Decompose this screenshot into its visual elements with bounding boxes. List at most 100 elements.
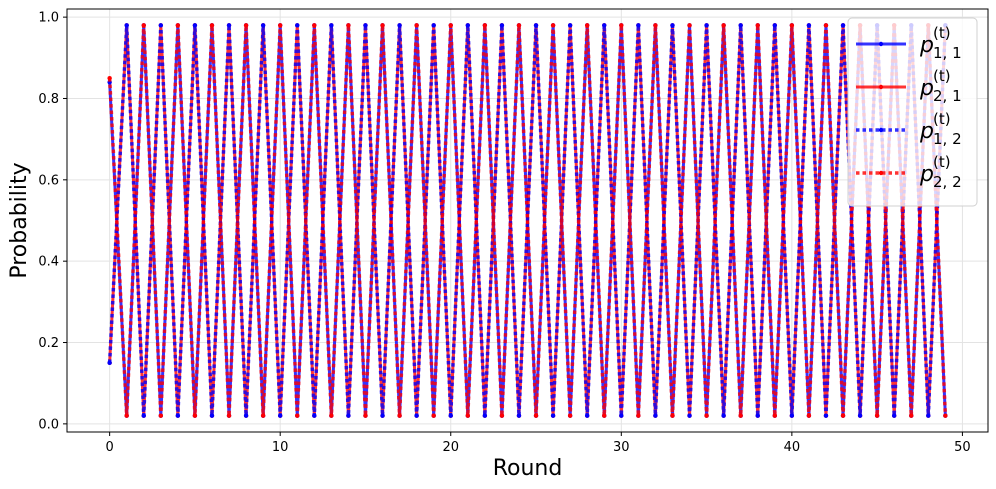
data-point <box>619 413 624 418</box>
y-axis-title: Probability <box>7 162 32 278</box>
x-tick-label: 50 <box>954 440 971 455</box>
legend-label-base: p <box>919 119 934 144</box>
data-point <box>687 413 692 418</box>
legend-label-sub: 2, 2 <box>933 173 962 191</box>
plot-frame <box>66 8 989 433</box>
data-point <box>431 23 436 28</box>
y-tick-label: 1.0 <box>38 11 59 26</box>
x-tick-label: 0 <box>105 440 113 455</box>
y-tick-label: 0.2 <box>38 336 59 351</box>
data-point <box>380 413 385 418</box>
data-point <box>192 413 198 418</box>
x-tick-label: 40 <box>784 440 801 455</box>
data-point <box>653 23 658 28</box>
data-point <box>533 413 539 418</box>
data-point <box>499 23 505 28</box>
data-point <box>550 413 556 418</box>
data-point <box>209 413 215 418</box>
legend-box <box>847 17 978 207</box>
data-point <box>346 413 351 418</box>
data-point <box>107 75 112 81</box>
legend: p (t)1, 1p (t)2, 1p (t)1, 2p (t)2, 2 <box>847 17 978 207</box>
data-point <box>789 23 795 28</box>
data-point <box>533 23 539 28</box>
data-point <box>772 413 778 418</box>
series-line-4 <box>107 23 948 418</box>
data-point <box>295 23 300 28</box>
data-point <box>926 413 931 418</box>
legend-marker <box>878 41 884 47</box>
data-point <box>704 413 709 418</box>
data-point <box>789 413 795 418</box>
legend-label-base: p <box>919 33 934 58</box>
data-point <box>943 413 948 418</box>
y-tick-label: 0.8 <box>38 92 59 107</box>
data-point <box>243 413 249 418</box>
legend-marker <box>878 170 884 176</box>
legend-label-base: p <box>919 162 934 187</box>
data-point <box>806 23 812 28</box>
data-point <box>329 23 334 28</box>
data-point <box>806 413 812 418</box>
data-point <box>567 413 573 418</box>
data-point <box>704 23 709 28</box>
data-point <box>277 23 283 28</box>
data-point <box>636 413 641 418</box>
data-point <box>619 23 624 28</box>
legend-label-base: p <box>919 76 934 101</box>
data-point <box>738 23 743 28</box>
data-point <box>295 413 300 418</box>
data-point <box>329 413 334 418</box>
y-tick-label: 0.6 <box>38 173 59 188</box>
data-point <box>516 413 522 418</box>
data-point <box>346 23 351 28</box>
data-point <box>516 23 522 28</box>
data-point <box>840 23 846 28</box>
data-point <box>602 23 607 28</box>
data-point <box>397 23 402 28</box>
data-point <box>840 413 846 418</box>
legend-label-sup: (t) <box>933 67 951 85</box>
data-point <box>277 413 283 418</box>
data-point <box>482 413 488 418</box>
data-point <box>175 413 181 418</box>
data-point <box>141 23 146 28</box>
legend-label-sub: 2, 1 <box>933 87 962 105</box>
data-point <box>738 413 743 418</box>
data-point <box>209 23 215 28</box>
data-point <box>107 360 112 366</box>
data-point <box>687 23 692 28</box>
data-point <box>772 23 778 28</box>
data-point <box>124 413 129 418</box>
data-point <box>584 23 590 28</box>
data-point <box>226 23 232 28</box>
data-point <box>448 23 453 28</box>
x-tick-label: 10 <box>272 440 289 455</box>
legend-label-sub: 1, 1 <box>933 44 962 62</box>
data-point <box>670 23 675 28</box>
data-point <box>874 413 880 418</box>
data-point <box>823 23 829 28</box>
data-point <box>312 23 317 28</box>
data-point <box>909 413 914 418</box>
x-tick-label: 20 <box>442 440 459 455</box>
legend-marker <box>878 127 884 133</box>
data-point <box>141 413 146 418</box>
y-tick-label: 0.4 <box>38 255 59 270</box>
data-point <box>550 23 556 28</box>
data-point <box>857 413 863 418</box>
legend-label-sup: (t) <box>933 153 951 171</box>
data-point <box>192 23 198 28</box>
data-point <box>363 413 368 418</box>
legend-label-sup: (t) <box>933 110 951 128</box>
data-point <box>636 23 641 28</box>
data-point <box>158 23 164 28</box>
data-point <box>670 413 675 418</box>
data-point <box>721 23 726 28</box>
data-point <box>431 413 436 418</box>
data-point <box>653 413 658 418</box>
data-point <box>602 413 607 418</box>
data-point <box>823 413 829 418</box>
y-tick-label: 0.0 <box>38 417 59 432</box>
x-axis-title: Round <box>493 456 563 481</box>
